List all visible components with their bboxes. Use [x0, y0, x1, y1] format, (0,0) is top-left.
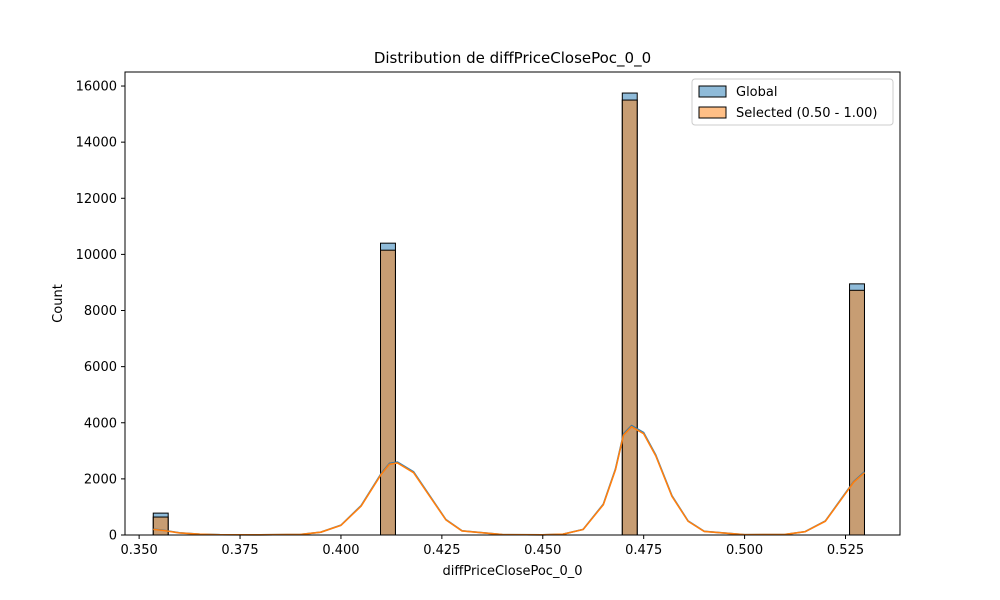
legend-swatch-selected	[698, 106, 727, 119]
legend: Global Selected (0.50 - 1.00)	[691, 78, 894, 126]
y-tick-label: 4000	[84, 416, 117, 431]
selected-bar-1	[380, 249, 396, 536]
x-axis-title: diffPriceClosePoc_0_0	[443, 564, 583, 579]
selected-bar-2	[621, 99, 638, 536]
legend-label-selected: Selected (0.50 - 1.00)	[736, 106, 877, 121]
global-kde-line	[153, 424, 866, 536]
y-tick-label: 12000	[76, 192, 117, 207]
x-axis-ticks: 0.350 0.375 0.400 0.425 0.450 0.475 0.500 0.525	[121, 535, 864, 558]
y-tick-label: 8000	[84, 304, 117, 319]
y-axis-ticks: 0 2000 4000 6000 8000 10000 12000 14000 16000	[76, 80, 125, 544]
kde-lines	[153, 424, 866, 536]
x-tick-label: 0.525	[827, 543, 864, 558]
selected-bars	[152, 99, 865, 536]
y-tick-label: 16000	[76, 80, 117, 95]
global-bars	[152, 92, 865, 536]
y-tick-label: 0	[109, 529, 117, 544]
y-tick-label: 6000	[84, 360, 117, 375]
x-tick-label: 0.375	[221, 543, 258, 558]
legend-box	[691, 78, 894, 126]
legend-swatch-global	[698, 85, 727, 98]
x-tick-label: 0.425	[423, 543, 460, 558]
chart-title: Distribution de diffPriceClosePoc_0_0	[374, 49, 651, 68]
x-tick-label: 0.475	[625, 543, 662, 558]
selected-bar-3	[849, 289, 865, 536]
x-tick-label: 0.450	[524, 543, 561, 558]
y-tick-label: 10000	[76, 248, 117, 263]
x-tick-label: 0.400	[322, 543, 359, 558]
y-tick-label: 14000	[76, 136, 117, 151]
legend-label-global: Global	[736, 85, 777, 100]
x-tick-label: 0.500	[726, 543, 763, 558]
y-tick-label: 2000	[84, 472, 117, 487]
selected-kde-line	[153, 425, 866, 536]
x-tick-label: 0.350	[121, 543, 158, 558]
plot-frame	[124, 71, 901, 536]
selected-bar-0	[152, 516, 169, 536]
y-axis-title: Count	[51, 284, 66, 323]
